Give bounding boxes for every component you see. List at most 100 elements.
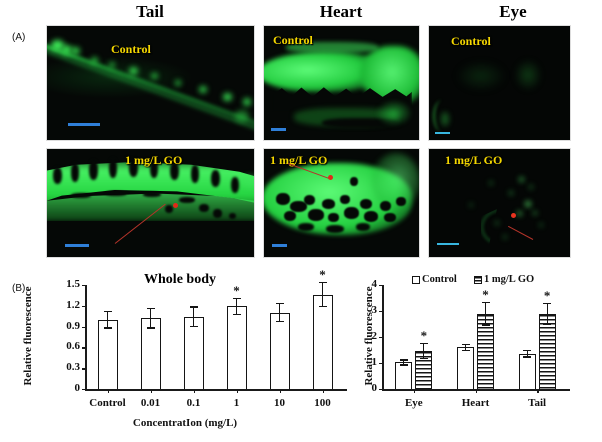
- legend-entry-go[interactable]: 1 mg/L GO: [474, 274, 534, 285]
- y-tick-mark: [379, 389, 383, 391]
- error-bar-stem: [464, 343, 467, 352]
- y-tick-label: 0: [371, 382, 378, 394]
- bar[interactable]: [518, 353, 536, 389]
- significance-marker: *: [319, 267, 326, 283]
- x-tick-mark: [537, 389, 539, 393]
- error-bar-cap-top: [481, 302, 490, 304]
- y-tick-label: 0.9: [66, 319, 80, 332]
- error-bar-stem: [149, 307, 152, 329]
- y-tick-mark: [82, 368, 86, 370]
- micrograph-eye-control[interactable]: Control: [428, 25, 571, 141]
- column-title-eye: Eye: [499, 2, 527, 21]
- error-bar-stem: [278, 303, 281, 323]
- scale-bar-eye-control: [435, 131, 450, 134]
- x-tick-label: 1: [233, 397, 240, 409]
- error-bar: [232, 298, 241, 315]
- y-tick-label: 3: [371, 304, 378, 316]
- micrograph-eye-go[interactable]: 1 mg/L GO: [428, 148, 571, 258]
- panel-b-charts: (B) Whole body Relative fluorescence Con…: [0, 265, 602, 442]
- legend-entry-control[interactable]: Control: [412, 274, 457, 285]
- error-bar-cap-top: [275, 303, 284, 305]
- error-bar: [103, 310, 112, 329]
- legend-label-control: Control: [422, 274, 457, 285]
- micrograph-tail-go[interactable]: 1 mg/L GO: [46, 148, 255, 258]
- x-tick-label: 0.1: [186, 397, 201, 409]
- y-tick-label: 2: [371, 330, 378, 342]
- bar[interactable]: [226, 306, 247, 389]
- scale-bar-tail-go: [65, 244, 89, 247]
- micrograph-heart-control[interactable]: Control: [263, 25, 420, 141]
- y-tick-label: 1.2: [66, 298, 80, 311]
- error-bar-cap-bottom: [275, 321, 284, 323]
- y-tick-mark: [379, 363, 383, 365]
- x-tick-label: Eye: [404, 397, 423, 409]
- error-bar-cap-bottom: [461, 350, 470, 352]
- bar[interactable]: [97, 319, 118, 389]
- error-bar-cap-top: [146, 307, 155, 310]
- error-bar: [399, 359, 408, 366]
- x-tick-mark: [150, 389, 152, 393]
- micrograph-heart-go[interactable]: 1 mg/L GO: [263, 148, 420, 258]
- error-bar-cap-bottom: [543, 323, 552, 325]
- scale-bar-heart-go: [272, 244, 287, 247]
- panel-b-label: (B): [12, 283, 26, 294]
- micrograph-label-eye-go: 1 mg/L GO: [445, 153, 503, 167]
- y-axis-line-whole-body: [85, 285, 87, 390]
- annotation-arrowhead-tail: [173, 203, 178, 208]
- x-tick-mark: [236, 389, 238, 393]
- error-bar: [523, 349, 532, 358]
- chart-title-whole-body: Whole body: [144, 272, 216, 287]
- bar[interactable]: [415, 351, 433, 389]
- significance-marker: *: [233, 283, 240, 299]
- error-bar-cap-bottom: [481, 324, 490, 326]
- x-tick-label: Heart: [461, 397, 490, 409]
- bar[interactable]: [457, 347, 474, 389]
- annotation-arrowhead-heart: [328, 175, 333, 180]
- error-bar: [275, 303, 284, 323]
- error-bar: [189, 306, 198, 328]
- legend-swatch-go: [474, 275, 482, 284]
- error-bar: [318, 282, 327, 308]
- bar[interactable]: [183, 316, 204, 389]
- error-bar: [461, 343, 470, 352]
- error-bar-cap-top: [523, 349, 532, 351]
- bar[interactable]: [477, 313, 494, 389]
- error-bar-cap-bottom: [232, 313, 241, 315]
- x-tick-mark: [475, 389, 477, 393]
- y-tick-label: 1: [371, 356, 378, 368]
- bar[interactable]: [269, 312, 290, 389]
- significance-marker: *: [543, 287, 551, 303]
- scale-bar-eye-go: [437, 242, 459, 245]
- micrograph-tail-control[interactable]: Control: [46, 25, 255, 141]
- x-tick-mark: [413, 389, 416, 393]
- error-bar: [419, 342, 428, 360]
- bar[interactable]: [395, 362, 413, 389]
- scale-bar-tail-control: [68, 123, 100, 126]
- x-tick-mark: [107, 389, 109, 393]
- bar[interactable]: [538, 313, 556, 389]
- error-bar-cap-bottom: [523, 356, 532, 358]
- error-bar-stem: [526, 349, 528, 358]
- panel-a-micrographs: (A) Tail Heart Eye Control Control: [12, 2, 571, 258]
- error-bar-cap-bottom: [146, 327, 155, 329]
- error-bar-stem: [235, 298, 238, 315]
- error-bar-cap-top: [399, 359, 408, 361]
- y-tick-mark: [82, 326, 86, 328]
- error-bar-cap-top: [103, 310, 112, 312]
- y-tick-label: 4: [371, 278, 378, 290]
- x-tick-label: 0.01: [140, 397, 161, 409]
- micrograph-label-heart-control: Control: [273, 33, 313, 47]
- error-bar-cap-bottom: [103, 327, 112, 329]
- bar[interactable]: [140, 318, 161, 389]
- x-tick-label: Control: [89, 397, 126, 409]
- error-bar-cap-top: [419, 342, 428, 344]
- y-tick-mark: [82, 285, 86, 287]
- micrograph-label-tail-control: Control: [111, 42, 151, 56]
- error-bar-stem: [106, 310, 109, 329]
- y-tick-mark: [82, 389, 86, 391]
- error-bar-cap-bottom: [419, 358, 428, 360]
- bar[interactable]: [312, 294, 333, 389]
- legend-swatch-control: [412, 275, 420, 284]
- micrograph-label-heart-go: 1 mg/L GO: [270, 153, 328, 167]
- error-bar-cap-bottom: [399, 364, 408, 366]
